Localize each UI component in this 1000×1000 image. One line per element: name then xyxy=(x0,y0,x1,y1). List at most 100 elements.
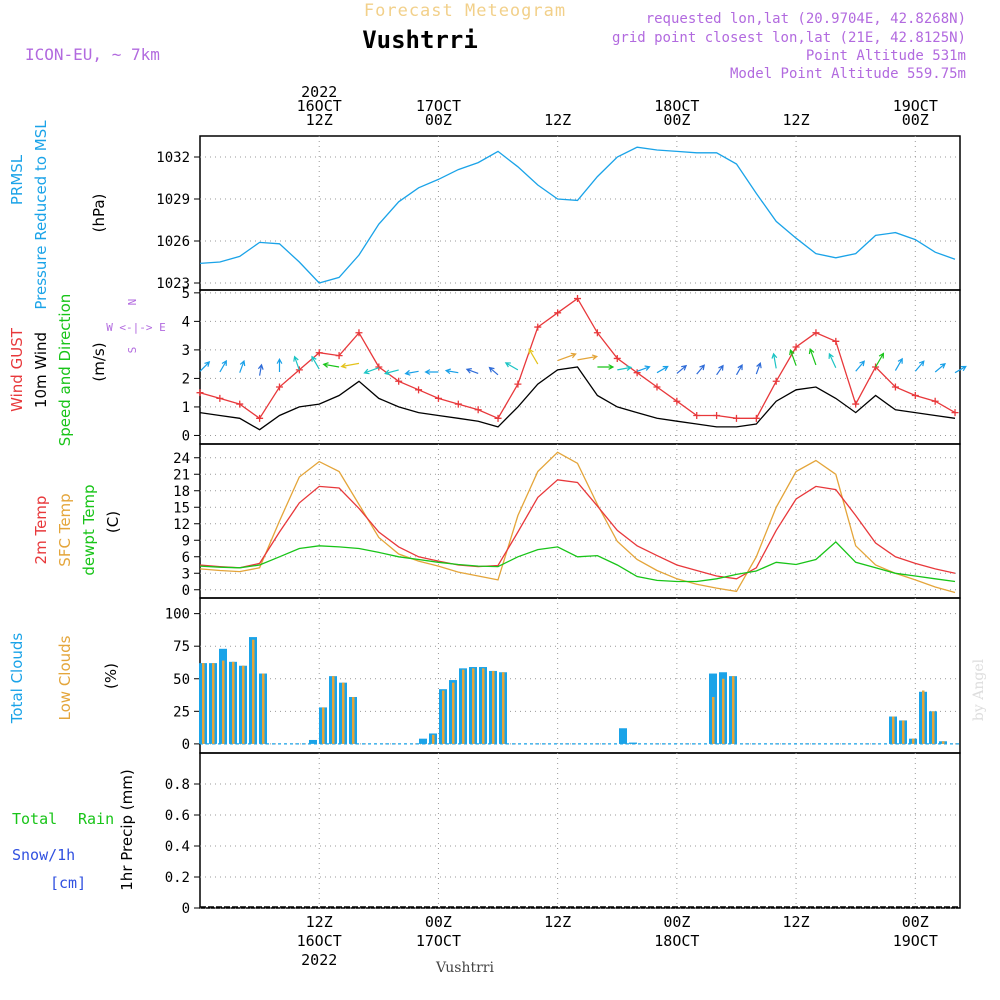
pressure-line xyxy=(199,146,956,284)
bottom-time-label: 00Z xyxy=(663,913,690,931)
low-cloud-bar xyxy=(722,678,725,744)
wind-arrow xyxy=(808,347,817,366)
ytick-label-temperature: 15 xyxy=(173,500,190,516)
gust-marker xyxy=(891,383,899,391)
low-cloud-bar xyxy=(452,682,455,744)
low-cloud-bar xyxy=(262,673,265,744)
bottom-time-label: 17OCT xyxy=(416,932,461,950)
temp-unit-label: (C) xyxy=(104,511,122,533)
low-cloud-bar xyxy=(432,734,435,744)
total-cloud-bar xyxy=(309,739,317,744)
credit-watermark: by Angel xyxy=(971,658,987,721)
ytick-label-clouds: 50 xyxy=(173,672,190,688)
ytick-label-precip: 0.4 xyxy=(165,839,190,855)
wind-arrow xyxy=(557,352,577,362)
wind-arrow xyxy=(404,369,419,376)
wind-arrow xyxy=(363,367,380,375)
low-cloud-bar xyxy=(732,676,735,744)
low-cloud-bar xyxy=(352,696,355,744)
gust-marker xyxy=(872,363,880,371)
gust-marker xyxy=(673,397,681,405)
t2m-label: 2m Temp xyxy=(32,496,50,565)
low-cloud-bar xyxy=(222,660,225,744)
point-altitude: Point Altitude 531m xyxy=(806,48,966,64)
gust-marker xyxy=(355,329,363,337)
ytick-label-clouds: 0 xyxy=(182,737,190,753)
ytick-label-temperature: 9 xyxy=(182,533,190,549)
wind-arrow xyxy=(716,364,724,376)
top-time-label: 17OCT xyxy=(416,97,461,115)
gust-marker xyxy=(633,369,641,377)
gust-marker xyxy=(275,383,283,391)
total-cloud-bar xyxy=(419,738,427,744)
ytick-label-temperature: 12 xyxy=(173,517,190,533)
gust-marker xyxy=(494,414,502,422)
ytick-label-wind: 1 xyxy=(182,400,190,416)
cloud-unit-label: (%) xyxy=(102,663,120,689)
gust-marker xyxy=(474,406,482,414)
ytick-label-wind: 4 xyxy=(182,314,190,330)
sfc-temp-label: SFC Temp xyxy=(56,493,74,566)
wind-arrow xyxy=(755,362,762,375)
gust-marker xyxy=(236,400,244,408)
bottom-time-label: 12Z xyxy=(544,913,571,931)
wind-arrow xyxy=(934,363,946,373)
panel-frame-pressure xyxy=(199,135,961,291)
top-time-label: 00Z xyxy=(425,111,452,129)
ytick-label-precip: 0 xyxy=(182,901,190,917)
top-time-label: 00Z xyxy=(902,111,929,129)
top-time-label: 19OCT xyxy=(893,97,938,115)
gust-marker xyxy=(772,377,780,385)
ytick-label-temperature: 6 xyxy=(182,550,190,566)
labels-layer: PRMSL Pressure Reduced to MSL (hPa) Wind GU… xyxy=(8,120,166,892)
ytick-label-wind: 3 xyxy=(182,343,190,359)
low-cloud-bar xyxy=(482,668,485,744)
low-cloud-bar xyxy=(492,670,495,744)
bottom-time-label: 12Z xyxy=(306,913,333,931)
wind-arrow xyxy=(322,362,340,368)
panel-frame-wind xyxy=(199,289,961,445)
ytick-label-temperature: 21 xyxy=(173,467,190,483)
top-time-label: 2022 xyxy=(301,83,337,101)
low-cloud-bar xyxy=(232,661,235,744)
pressure-unit-label: (hPa) xyxy=(90,194,108,233)
wind-arrow xyxy=(465,368,479,374)
gust-marker xyxy=(593,329,601,337)
bottom-time-label: 12Z xyxy=(783,913,810,931)
precip-ylabel: 1hr Precip (mm) xyxy=(118,769,136,890)
gust-marker xyxy=(752,414,760,422)
wind-10m-label: 10m Wind xyxy=(32,332,50,408)
ytick-label-pressure: 1023 xyxy=(156,276,190,292)
t2m-line xyxy=(199,479,956,580)
station-title: Vushtrri xyxy=(362,26,478,54)
ytick-label-clouds: 25 xyxy=(173,704,190,720)
gust-marker xyxy=(216,394,224,402)
gust-marker xyxy=(931,397,939,405)
gust-marker xyxy=(732,414,740,422)
bottom-time-label: 19OCT xyxy=(893,932,938,950)
dewpt-line xyxy=(199,541,956,583)
gust-marker xyxy=(434,394,442,402)
low-cloud-bar xyxy=(252,639,255,744)
wind-arrow xyxy=(504,362,519,371)
gust-marker xyxy=(415,386,423,394)
wind-arrow xyxy=(676,364,688,374)
gust-marker xyxy=(514,380,522,388)
gust-marker xyxy=(574,295,582,303)
gust-marker xyxy=(375,363,383,371)
top-time-label: 12Z xyxy=(544,111,571,129)
wind-arrow xyxy=(219,359,227,373)
low-clouds-label: Low Clouds xyxy=(56,635,74,720)
total-rain-rain: Rain xyxy=(78,810,114,828)
top-time-label: 18OCT xyxy=(654,97,699,115)
low-cloud-bar xyxy=(502,672,505,744)
bottom-time-label: 00Z xyxy=(902,913,929,931)
gust-marker xyxy=(613,354,621,362)
low-cloud-bar xyxy=(922,690,925,744)
ytick-label-temperature: 0 xyxy=(182,583,190,599)
sfc-temp-line xyxy=(199,451,956,594)
gust-marker xyxy=(951,409,959,417)
ytick-label-wind: 2 xyxy=(182,371,190,387)
bottom-time-label: 00Z xyxy=(425,913,452,931)
